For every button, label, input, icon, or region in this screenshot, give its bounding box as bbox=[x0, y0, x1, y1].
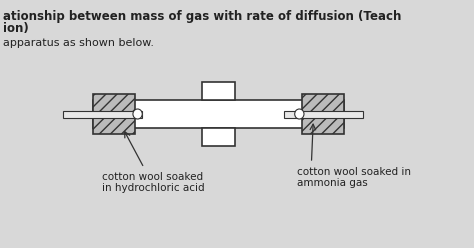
Text: ammonia gas: ammonia gas bbox=[298, 178, 368, 188]
Text: cotton wool soaked in: cotton wool soaked in bbox=[298, 167, 411, 177]
Bar bbox=[93, 100, 344, 128]
Text: ationship between mass of gas with rate of diffusion (Teach: ationship between mass of gas with rate … bbox=[3, 10, 401, 23]
Text: ion): ion) bbox=[3, 22, 28, 35]
Circle shape bbox=[133, 109, 142, 119]
Text: cotton wool soaked: cotton wool soaked bbox=[102, 172, 203, 182]
Bar bbox=[202, 82, 235, 100]
Bar bbox=[93, 94, 135, 134]
Bar bbox=[63, 111, 142, 118]
Circle shape bbox=[295, 109, 304, 119]
Text: in hydrochloric acid: in hydrochloric acid bbox=[102, 183, 205, 193]
Bar bbox=[302, 94, 344, 134]
Bar bbox=[202, 128, 235, 146]
Bar bbox=[283, 111, 363, 118]
Text: apparatus as shown below.: apparatus as shown below. bbox=[3, 38, 154, 48]
